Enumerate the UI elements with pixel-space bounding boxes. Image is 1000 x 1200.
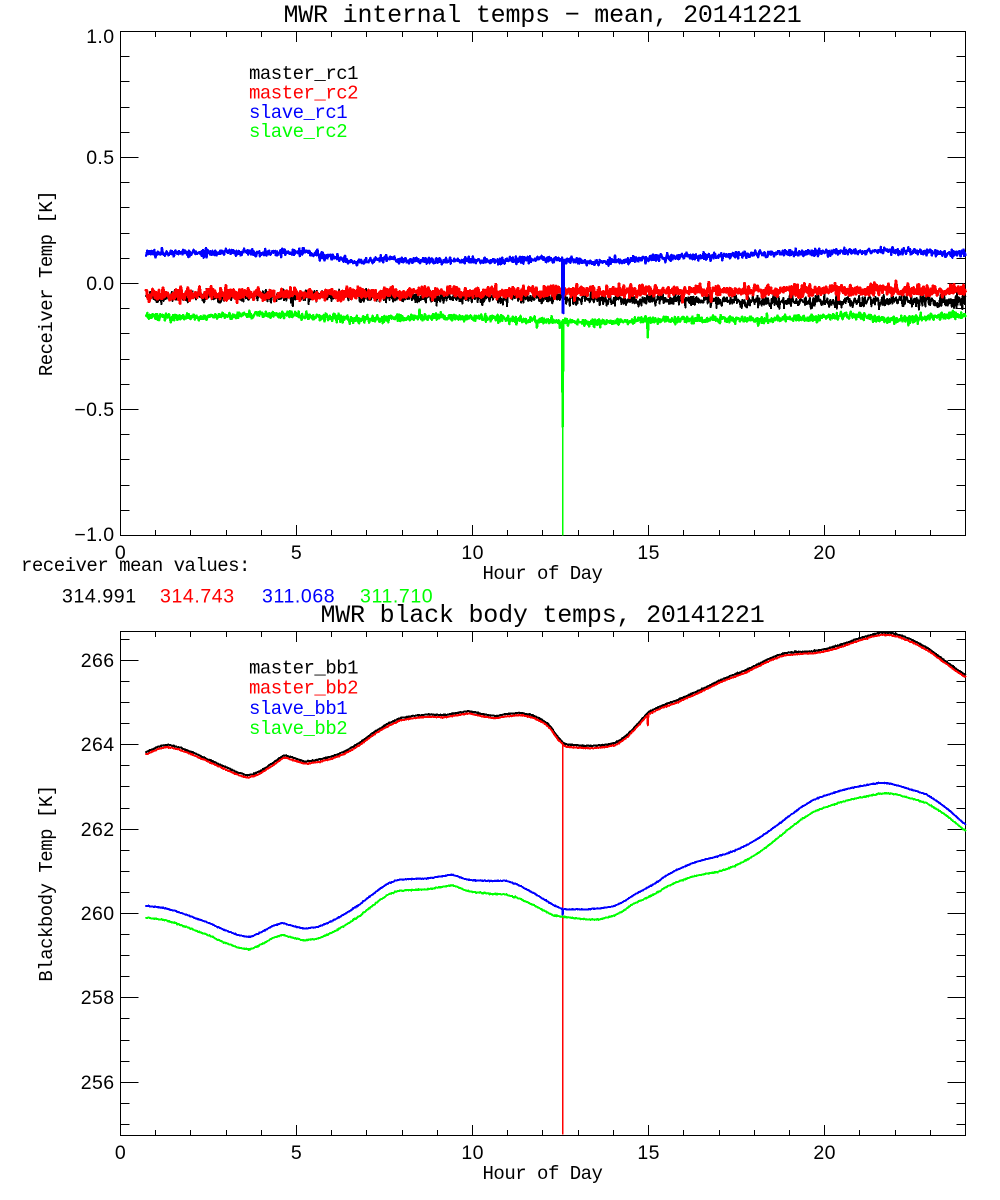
svg-text:slave_rc1: slave_rc1 xyxy=(249,102,347,124)
svg-text:311.710: 311.710 xyxy=(360,586,433,608)
svg-text:−0.5: −0.5 xyxy=(74,399,114,421)
svg-text:MWR black body temps, 20141221: MWR black body temps, 20141221 xyxy=(320,601,764,630)
svg-text:0: 0 xyxy=(115,1142,126,1164)
svg-text:MWR internal temps − mean, 201: MWR internal temps − mean, 20141221 xyxy=(283,1,801,30)
svg-text:Hour of Day: Hour of Day xyxy=(483,1163,603,1185)
svg-text:master_rc2: master_rc2 xyxy=(249,83,358,105)
svg-text:master_rc1: master_rc1 xyxy=(249,63,358,85)
svg-text:260: 260 xyxy=(81,903,115,925)
svg-text:master_bb2: master_bb2 xyxy=(249,678,358,700)
svg-text:0.5: 0.5 xyxy=(86,147,114,169)
svg-text:Blackbody Temp [K]: Blackbody Temp [K] xyxy=(36,785,58,981)
svg-text:0: 0 xyxy=(115,542,126,564)
svg-text:15: 15 xyxy=(637,542,660,564)
svg-text:20: 20 xyxy=(813,1142,836,1164)
svg-text:Hour of Day: Hour of Day xyxy=(483,563,603,585)
svg-text:266: 266 xyxy=(81,650,115,672)
svg-text:5: 5 xyxy=(291,1142,302,1164)
svg-text:314.743: 314.743 xyxy=(160,586,235,608)
svg-text:264: 264 xyxy=(81,734,115,756)
svg-text:receiver mean values:: receiver mean values: xyxy=(21,555,250,577)
svg-text:−1.0: −1.0 xyxy=(74,524,114,546)
svg-text:10: 10 xyxy=(461,1142,484,1164)
svg-text:10: 10 xyxy=(461,542,484,564)
svg-text:20: 20 xyxy=(813,542,836,564)
svg-text:256: 256 xyxy=(81,1072,115,1094)
svg-text:262: 262 xyxy=(81,819,115,841)
svg-text:15: 15 xyxy=(637,1142,660,1164)
svg-text:0.0: 0.0 xyxy=(86,273,114,295)
svg-text:311.068: 311.068 xyxy=(262,586,335,608)
svg-text:314.991: 314.991 xyxy=(62,586,137,608)
svg-text:slave_bb2: slave_bb2 xyxy=(249,718,347,740)
svg-text:5: 5 xyxy=(291,542,302,564)
svg-text:slave_rc2: slave_rc2 xyxy=(249,121,347,143)
svg-text:Receiver Temp [K]: Receiver Temp [K] xyxy=(36,191,58,376)
svg-text:master_bb1: master_bb1 xyxy=(249,658,358,680)
svg-text:1.0: 1.0 xyxy=(86,26,114,48)
svg-text:258: 258 xyxy=(81,987,115,1009)
svg-text:slave_bb1: slave_bb1 xyxy=(249,698,347,720)
